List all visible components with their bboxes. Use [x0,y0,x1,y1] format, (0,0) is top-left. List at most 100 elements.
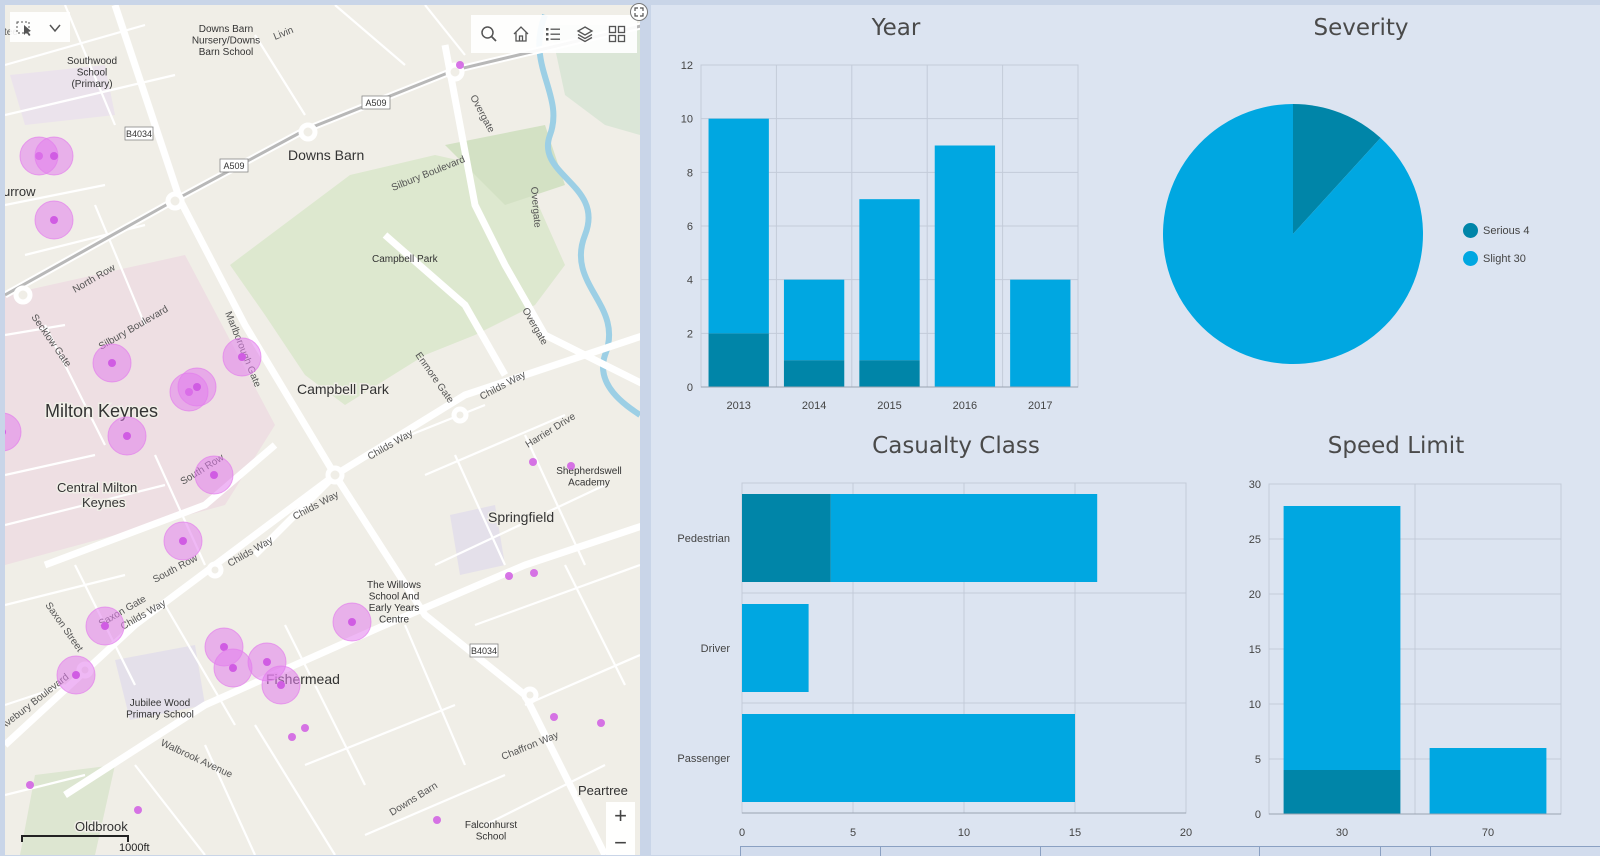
school-label: Barn School [199,47,253,58]
road-shield-box [219,158,249,173]
accident-point[interactable] [529,458,537,466]
place-label: urrow [5,184,36,199]
speed-bars[interactable]: 0 5 10 15 20 25 30 30 70 [1249,479,1562,839]
tab[interactable] [880,846,1040,856]
bar-slight[interactable] [708,118,769,334]
dropdown-icon [49,24,61,33]
accident-point[interactable] [433,816,441,824]
bar-slight[interactable] [934,145,996,388]
bar-serious[interactable] [859,360,920,387]
map-view[interactable]: Milton Keynes Downs Barn Campbell Park Spri… [5,5,640,855]
basemap-gallery-button[interactable] [601,18,633,50]
y-tick-label: 0 [1255,809,1261,821]
severity-legend-slight-label: Slight 30 [1483,252,1526,265]
accident-point[interactable] [72,671,80,679]
accident-point[interactable] [101,622,109,630]
y-tick-label: 12 [681,60,693,72]
accident-point[interactable] [220,643,228,651]
select-dropdown-button[interactable] [40,12,70,44]
severity-legend-serious-label: Serious 4 [1483,224,1530,237]
accident-point[interactable] [348,618,356,626]
accident-point[interactable] [263,658,271,666]
select-tool-button[interactable] [10,12,40,44]
bar-slight[interactable] [1429,748,1547,814]
pie-slice-serious[interactable] [1293,104,1381,234]
accident-point[interactable] [50,216,58,224]
expand-icon [634,7,644,17]
accident-point[interactable] [229,664,237,672]
basemap[interactable]: Milton Keynes Downs Barn Campbell Park Spri… [5,5,640,855]
x-tick-label: 5 [850,827,856,839]
bar-slight[interactable] [1283,506,1401,770]
zoom-out-button[interactable]: − [614,829,627,855]
place-label: Central Milton [57,480,137,495]
accident-point[interactable] [193,383,201,391]
accident-point[interactable] [5,428,6,436]
accident-halo[interactable] [5,412,22,452]
school-label: School [77,68,108,79]
bar-slight[interactable] [859,199,920,361]
casualty-bars[interactable]: 0 5 10 15 20 Pedestrian Driver Passenger [677,482,1192,839]
tab[interactable] [1259,846,1380,856]
bar-slight[interactable] [830,494,1098,582]
layer-list-button[interactable] [569,18,601,50]
accident-point[interactable] [210,471,218,479]
place-label: Springfield [488,509,554,525]
bar-slight[interactable] [783,279,845,361]
select-icon [16,21,31,36]
accident-point[interactable] [123,432,131,440]
expand-panel-button[interactable] [630,3,648,21]
bar-serious[interactable] [708,333,769,387]
basemap-gallery-icon [608,25,626,43]
park-label: Campbell Park [372,254,439,265]
y-tick-label: 0 [687,382,693,394]
tab[interactable] [1039,846,1260,856]
y-tick-label: Driver [701,643,731,655]
legend-button[interactable] [537,18,569,50]
tab[interactable] [1430,846,1600,856]
accident-point[interactable] [134,806,142,814]
x-tick-label: 70 [1482,827,1494,839]
accident-point[interactable] [288,733,296,741]
accident-point[interactable] [179,537,187,545]
accident-point[interactable] [26,781,34,789]
home-button[interactable] [505,18,537,50]
accident-point[interactable] [530,569,538,577]
layers-icon [576,26,594,43]
severity-pie[interactable] [1163,104,1423,365]
tab[interactable] [1379,846,1431,856]
accident-point[interactable] [50,152,58,160]
accident-point[interactable] [108,359,116,367]
year-bars[interactable]: 0 2 4 6 8 10 12 2013 2014 2015 2016 2017 [681,60,1079,412]
severity-legend-slight[interactable]: Slight 30 [1463,251,1526,266]
zoom-in-button[interactable]: + [614,802,627,828]
school-label: Southwood [67,56,117,67]
accident-point[interactable] [277,681,285,689]
severity-legend-serious[interactable]: Serious 4 [1463,223,1529,238]
school-label: Jubilee Wood [130,698,190,709]
accident-point[interactable] [597,719,605,727]
accident-point[interactable] [456,61,464,69]
place-label: Oldbrook [75,819,128,834]
pie-slice-slight[interactable] [1163,104,1423,365]
accident-point[interactable] [550,713,558,721]
y-tick-label: 5 [1255,754,1261,766]
green-space-sw [20,765,115,855]
accident-point[interactable] [238,353,246,361]
accident-points[interactable] [5,61,605,824]
bar-serious[interactable] [1283,770,1401,814]
accident-point[interactable] [567,462,575,470]
tab[interactable] [740,846,881,856]
search-button[interactable] [473,18,505,50]
bar-slight[interactable] [742,604,809,692]
school-label: Primary School [126,710,194,721]
bar-slight[interactable] [1010,279,1071,387]
bar-slight[interactable] [742,714,1075,802]
school-label: Nursery/Downs [192,36,260,47]
accident-point[interactable] [505,572,513,580]
school-label: Downs Barn [199,24,253,35]
accident-point[interactable] [301,724,309,732]
bar-serious[interactable] [742,494,831,582]
bar-serious[interactable] [783,360,845,387]
